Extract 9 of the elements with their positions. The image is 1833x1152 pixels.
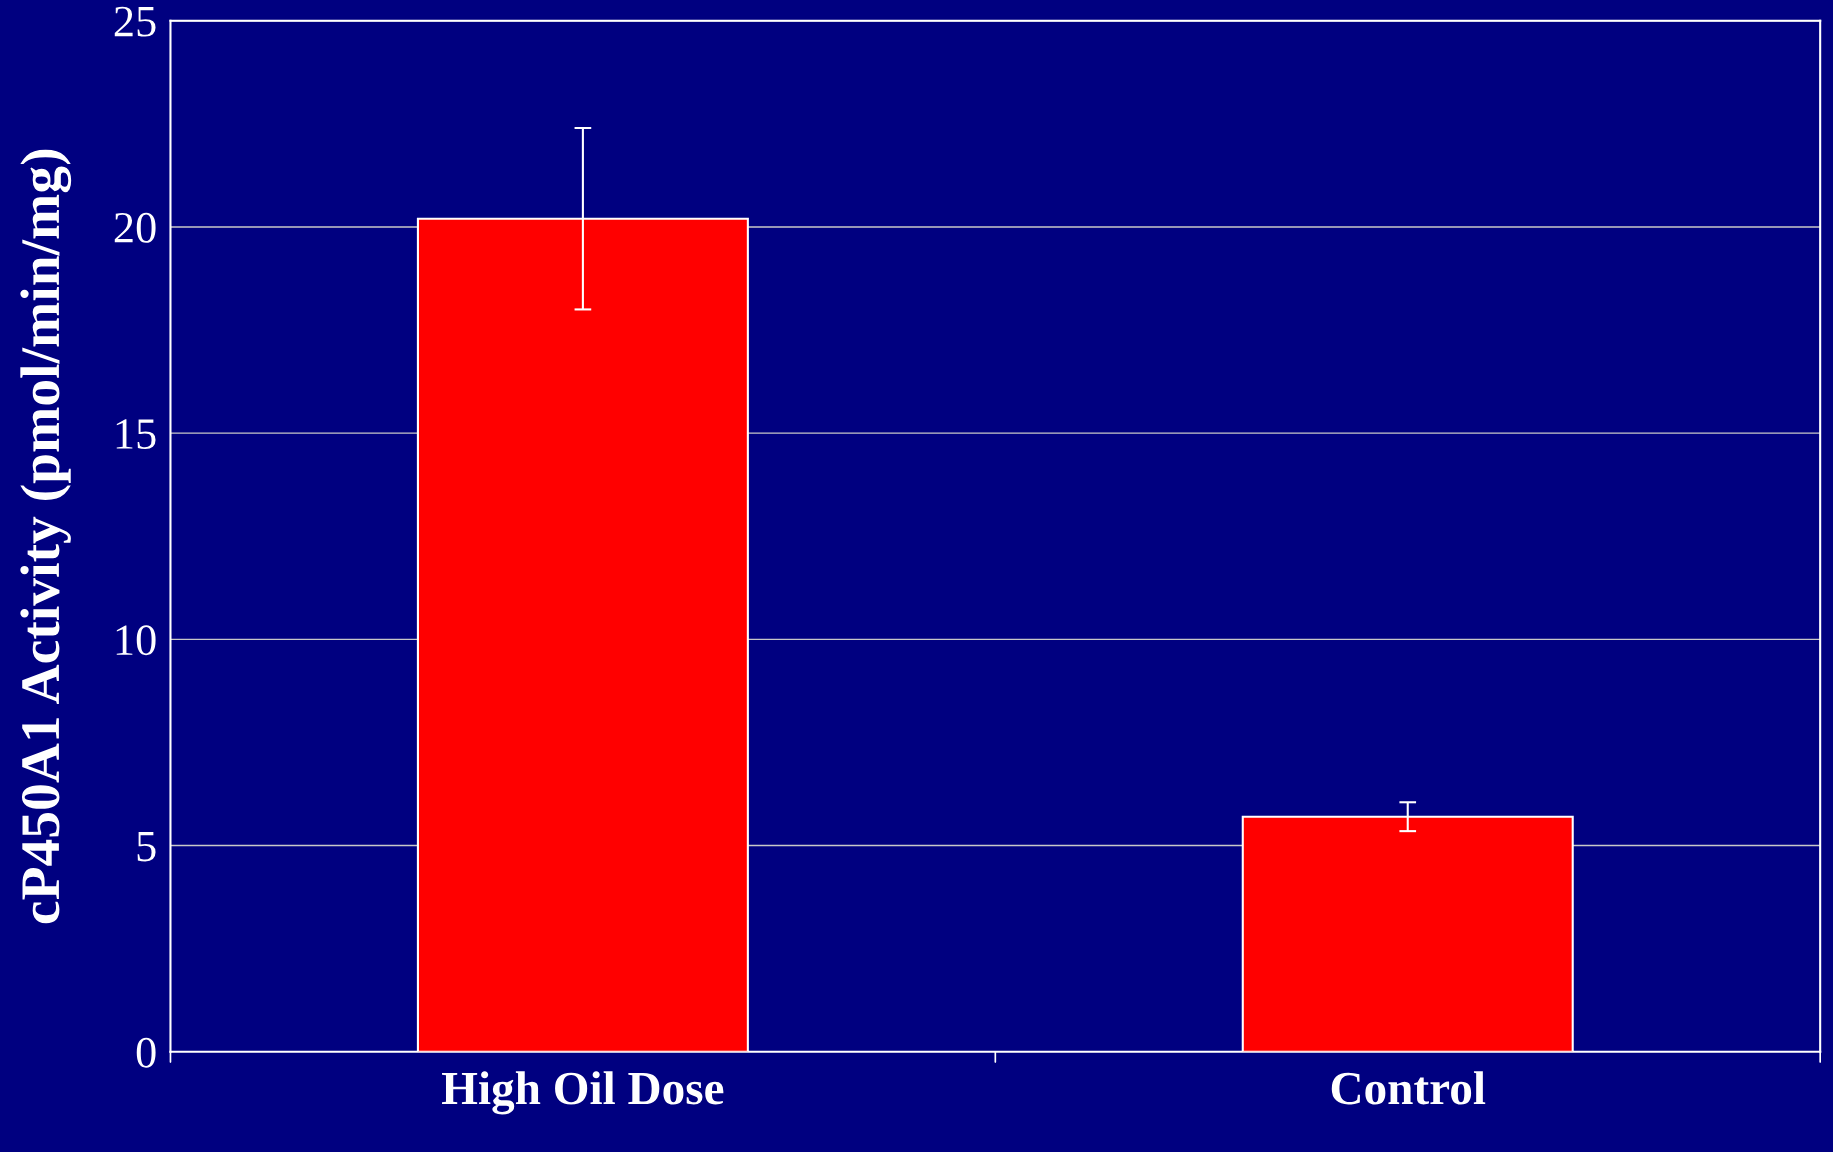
- y-tick-label: 0: [136, 1037, 156, 1068]
- y-tick-label: 20: [114, 212, 156, 243]
- x-tick-label: Control: [1331, 1071, 1486, 1105]
- x-tick-label: High Oil Dose: [442, 1071, 724, 1115]
- y-axis-title: cP450A1 Activity (pmol/min/mg): [20, 149, 72, 924]
- y-tick-label: 10: [116, 625, 156, 656]
- y-tick-label: 25: [114, 6, 156, 37]
- y-tick-label: 5: [137, 831, 156, 862]
- y-tick-label: 15: [116, 419, 156, 450]
